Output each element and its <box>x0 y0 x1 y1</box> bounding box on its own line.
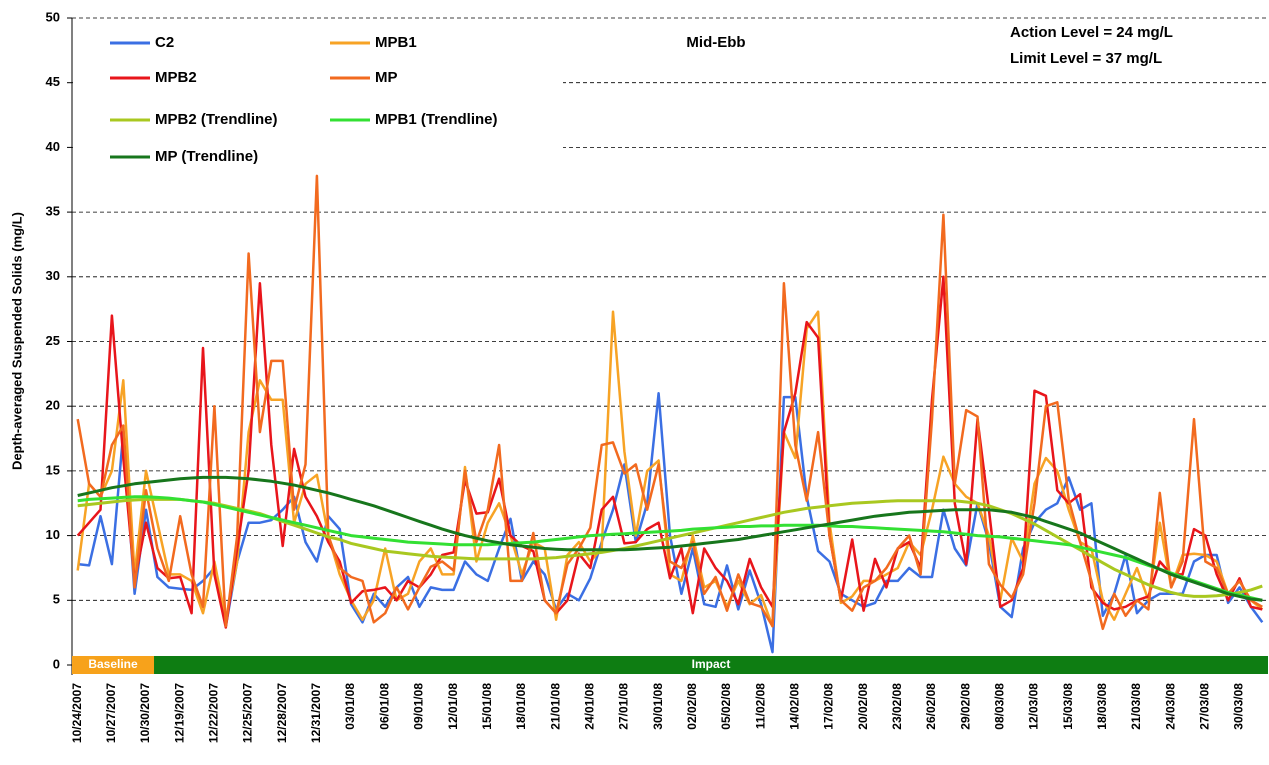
x-tick-label: 10/30/2007 <box>138 683 152 743</box>
x-tick-label: 23/02/08 <box>890 683 904 730</box>
legend-label: C2 <box>155 34 174 51</box>
legend-label: MP (Trendline) <box>155 148 258 165</box>
phase-bar <box>72 656 155 674</box>
y-tick-label: 35 <box>46 204 60 219</box>
annotation-background <box>1000 21 1250 76</box>
legend-label: MPB2 (Trendline) <box>155 111 278 128</box>
x-tick-label: 12/19/2007 <box>172 683 186 743</box>
x-tick-label: 21/03/08 <box>1129 683 1143 730</box>
y-tick-label: 40 <box>46 139 60 154</box>
x-tick-label: 29/02/08 <box>958 683 972 730</box>
x-tick-label: 15/01/08 <box>480 683 494 730</box>
legend-label: MP <box>375 69 398 86</box>
x-tick-label: 12/03/08 <box>1027 683 1041 730</box>
series-line <box>76 275 1263 629</box>
x-tick-label: 03/01/08 <box>343 683 357 730</box>
phase-label: Impact <box>692 657 731 671</box>
x-tick-label: 12/31/2007 <box>309 683 323 743</box>
x-tick-label: 06/01/08 <box>377 683 391 730</box>
x-tick-label: 10/24/2007 <box>70 683 84 743</box>
x-tick-label: 09/01/08 <box>412 683 426 730</box>
x-tick-label: 15/03/08 <box>1061 683 1075 730</box>
y-tick-label: 0 <box>53 656 60 671</box>
x-tick-label: 26/02/08 <box>924 683 938 730</box>
x-tick-label: 17/02/08 <box>822 683 836 730</box>
y-axis-label: Depth-averaged Suspended Solids (mg/L) <box>9 212 24 470</box>
y-tick-label: 10 <box>46 527 60 542</box>
annotation: Limit Level = 37 mg/L <box>1010 50 1162 67</box>
x-tick-label: 30/03/08 <box>1232 683 1246 730</box>
series-line <box>76 174 1263 631</box>
x-tick-label: 12/22/2007 <box>207 683 221 743</box>
series-line <box>77 495 1263 602</box>
x-tick-label: 14/02/08 <box>787 683 801 730</box>
x-tick-label: 30/01/08 <box>651 683 665 730</box>
x-tick-label: 18/01/08 <box>514 683 528 730</box>
annotation: Action Level = 24 mg/L <box>1010 24 1173 41</box>
x-tick-label: 24/01/08 <box>582 683 596 730</box>
x-tick-label: 12/01/08 <box>446 683 460 730</box>
x-tick-label: 12/28/2007 <box>275 683 289 743</box>
x-tick-label: 11/02/08 <box>753 683 767 729</box>
series-line <box>77 475 1263 602</box>
y-tick-label: 20 <box>46 398 60 413</box>
x-tick-label: 24/03/08 <box>1163 683 1177 730</box>
legend-label: MPB2 <box>155 69 197 86</box>
chart-title: Mid-Ebb <box>686 34 745 51</box>
y-tick-label: 5 <box>53 592 60 607</box>
legend-background <box>73 21 563 181</box>
x-tick-label: 02/02/08 <box>685 683 699 730</box>
y-tick-label: 45 <box>46 74 60 89</box>
series-line <box>77 392 1264 654</box>
x-tick-label: 27/03/08 <box>1198 683 1212 730</box>
y-tick-label: 15 <box>46 462 60 477</box>
x-tick-label: 21/01/08 <box>548 683 562 730</box>
y-tick-label: 25 <box>46 333 60 348</box>
x-tick-label: 20/02/08 <box>856 683 870 730</box>
phase-bar <box>154 656 1268 674</box>
x-tick-label: 12/25/2007 <box>241 683 255 743</box>
x-tick-label: 10/27/2007 <box>104 683 118 743</box>
phase-label: Baseline <box>88 657 138 671</box>
legend-label: MPB1 <box>375 34 417 51</box>
x-tick-label: 27/01/08 <box>617 683 631 730</box>
legend-label: MPB1 (Trendline) <box>375 111 498 128</box>
x-tick-label: 08/03/08 <box>992 683 1006 730</box>
x-tick-label: 05/02/08 <box>719 683 733 730</box>
y-tick-label: 50 <box>46 9 60 24</box>
y-tick-label: 30 <box>46 268 60 283</box>
x-tick-label: 18/03/08 <box>1095 683 1109 730</box>
